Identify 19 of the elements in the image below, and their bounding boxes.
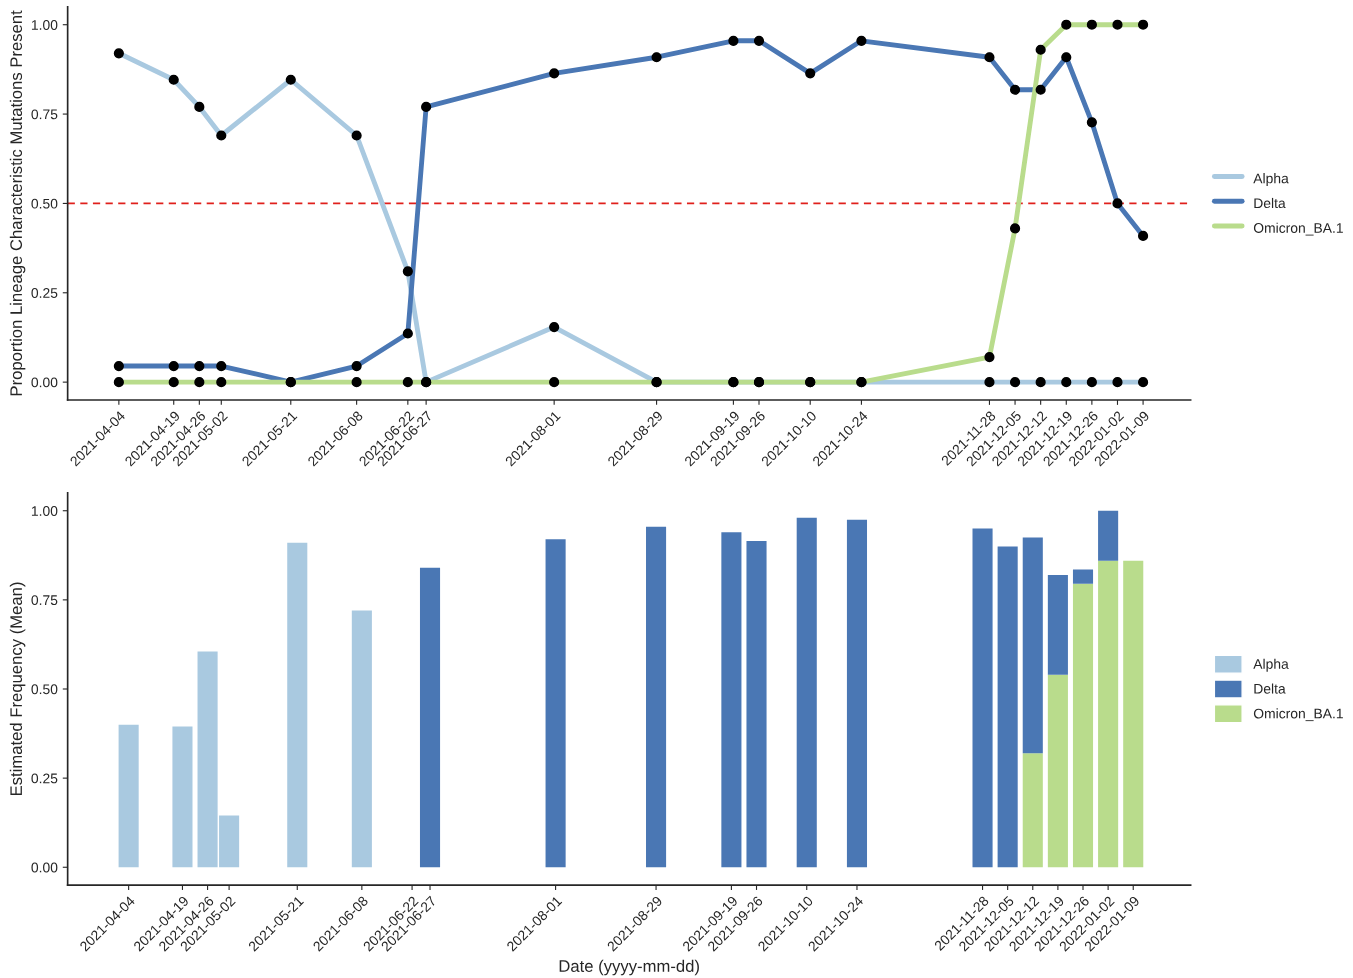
- y-tick-label: 1.00: [31, 506, 58, 516]
- legend-label: Omicron_BA.1: [1253, 222, 1343, 236]
- y-tick-label: 0.25: [31, 288, 58, 298]
- y-tick-label: 0.25: [31, 773, 58, 784]
- y-tick-label: 0.75: [31, 595, 58, 606]
- legend-label: Alpha: [1253, 173, 1289, 187]
- y-tick-label: 0.50: [31, 684, 58, 695]
- y-axis-title: Estimated Frequency (Mean): [9, 582, 26, 796]
- y-tick-label: 0.00: [31, 377, 58, 388]
- legend-label: Delta: [1254, 683, 1286, 694]
- y-axis-title: Proportion Lineage Characteristic Mutations Present: [9, 10, 26, 396]
- legend-label: Alpha: [1253, 658, 1289, 672]
- y-tick-label: 0.50: [31, 198, 58, 209]
- x-axis-title: Date (yyyy-mm-dd): [559, 959, 699, 976]
- y-tick-label: 0.00: [31, 862, 58, 873]
- y-tick-label: 0.75: [31, 109, 58, 120]
- legend-label: Delta: [1254, 197, 1286, 209]
- y-tick-label: 1.00: [31, 20, 58, 30]
- legend-label: Omicron_BA.1: [1253, 708, 1343, 722]
